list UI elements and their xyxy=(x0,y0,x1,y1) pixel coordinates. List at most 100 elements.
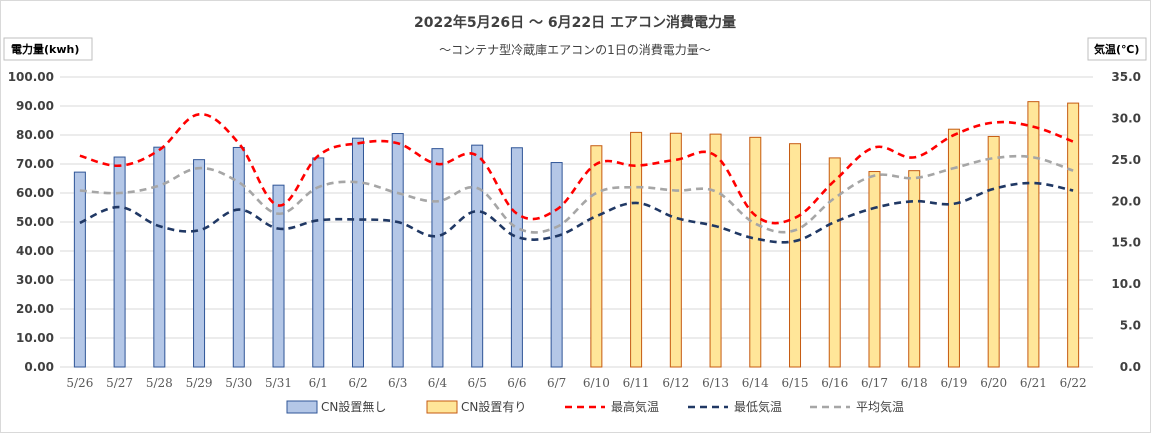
right-tick-label: 0.0 xyxy=(1120,360,1141,374)
right-tick-label: 30.0 xyxy=(1111,111,1141,125)
temperature-lines xyxy=(79,112,1074,244)
line-min-temp xyxy=(79,181,1074,244)
bar-cn-none xyxy=(351,137,364,368)
bar-cn-none xyxy=(312,157,325,368)
legend-avg-temp-label: 平均気温 xyxy=(856,399,904,414)
bar-cn-installed xyxy=(947,128,960,368)
left-tick-label: 30.00 xyxy=(16,273,54,287)
left-axis-ticks: 0.00 10.00 20.00 30.00 40.00 50.00 60.00 70.00 8… xyxy=(8,70,54,374)
bar-cn-installed xyxy=(630,131,643,368)
bar-cn-installed xyxy=(1027,101,1040,368)
category-tick-label: 6/11 xyxy=(623,376,650,390)
legend-cn-none-label: CN設置無し xyxy=(321,399,386,414)
right-axis-ticks: 0.0 5.0 10.0 15.0 20.0 25.0 30.0 35.0 xyxy=(1111,70,1141,374)
left-axis-label-box: 電力量(kwh) xyxy=(3,37,93,61)
legend-cn-installed-swatch xyxy=(426,400,458,414)
category-tick-label: 6/15 xyxy=(782,376,809,390)
category-tick-label: 5/26 xyxy=(66,376,93,390)
bars xyxy=(73,101,1080,368)
bar-cn-installed xyxy=(749,136,762,368)
category-tick-label: 6/19 xyxy=(940,376,967,390)
chart-subtitle: ～コンテナ型冷蔵庫エアコンの1日の消費電力量～ xyxy=(439,42,711,57)
left-axis-label-frame xyxy=(3,37,93,61)
legend-min-temp-label: 最低気温 xyxy=(734,399,782,414)
category-tick-label: 5/28 xyxy=(146,376,173,390)
legend-cn-none: CN設置無し xyxy=(286,399,386,414)
category-tick-label: 6/12 xyxy=(662,376,689,390)
category-tick-label: 6/18 xyxy=(901,376,928,390)
bar-cn-installed xyxy=(868,171,881,368)
category-tick-label: 6/20 xyxy=(980,376,1007,390)
bar-cn-installed xyxy=(828,157,841,368)
gridlines xyxy=(60,76,1093,368)
bar-cn-none xyxy=(153,146,166,368)
bar-cn-none xyxy=(193,159,206,368)
category-tick-label: 5/30 xyxy=(225,376,252,390)
bar-cn-installed xyxy=(709,133,722,368)
category-tick-label: 6/2 xyxy=(348,376,367,390)
bar-cn-installed xyxy=(987,135,1000,368)
category-tick-label: 6/16 xyxy=(821,376,848,390)
bar-cn-installed xyxy=(669,132,682,368)
left-tick-label: 60.00 xyxy=(16,186,54,200)
right-tick-label: 10.0 xyxy=(1111,277,1141,291)
left-tick-label: 0.00 xyxy=(24,360,54,374)
category-tick-label: 5/29 xyxy=(186,376,213,390)
legend-max-temp: 最高気温 xyxy=(565,399,659,414)
left-tick-label: 90.00 xyxy=(16,99,54,113)
left-tick-label: 50.00 xyxy=(16,215,54,229)
right-tick-label: 5.0 xyxy=(1120,319,1141,333)
category-tick-label: 6/14 xyxy=(742,376,769,390)
category-tick-label: 6/5 xyxy=(468,376,487,390)
legend: CN設置無し CN設置有り 最高気温 最低気温 平均気温 xyxy=(286,399,904,414)
right-tick-label: 25.0 xyxy=(1111,153,1141,167)
right-tick-label: 35.0 xyxy=(1111,70,1141,84)
left-tick-label: 20.00 xyxy=(16,302,54,316)
bar-cn-none xyxy=(391,133,404,368)
legend-cn-installed: CN設置有り xyxy=(426,399,526,414)
category-tick-label: 5/27 xyxy=(106,376,133,390)
bar-cn-none xyxy=(431,148,444,368)
right-tick-label: 15.0 xyxy=(1111,236,1141,250)
category-tick-label: 6/10 xyxy=(583,376,610,390)
bar-cn-none xyxy=(232,146,245,368)
left-tick-label: 80.00 xyxy=(16,128,54,142)
right-axis-label-frame xyxy=(1087,37,1147,61)
bar-cn-none xyxy=(550,162,563,368)
category-tick-label: 6/17 xyxy=(861,376,888,390)
bar-cn-none xyxy=(113,156,126,368)
left-tick-label: 10.00 xyxy=(16,331,54,345)
right-axis-label: 気温(℃) xyxy=(1094,42,1139,56)
bar-cn-installed xyxy=(590,145,603,368)
left-tick-label: 70.00 xyxy=(16,157,54,171)
bar-cn-installed xyxy=(1067,102,1080,368)
category-tick-label: 6/3 xyxy=(388,376,407,390)
legend-min-temp: 最低気温 xyxy=(688,399,782,414)
legend-cn-installed-label: CN設置有り xyxy=(461,399,526,414)
left-tick-label: 100.00 xyxy=(8,70,54,84)
legend-max-temp-label: 最高気温 xyxy=(611,399,659,414)
left-axis-label: 電力量(kwh) xyxy=(11,42,79,56)
bar-cn-none xyxy=(471,144,484,368)
category-axis-ticks: 5/26 5/27 5/28 5/29 5/30 5/31 6/1 6/2 6/3 6/4 6/5 6… xyxy=(66,376,1086,390)
right-tick-label: 20.0 xyxy=(1111,194,1141,208)
chart-title: 2022年5月26日 ～ 6月22日 エアコン消費電力量 xyxy=(414,14,736,31)
category-tick-label: 5/31 xyxy=(265,376,292,390)
category-tick-label: 6/21 xyxy=(1020,376,1047,390)
bar-cn-none xyxy=(73,171,86,368)
left-tick-label: 40.00 xyxy=(16,244,54,258)
bar-cn-none xyxy=(510,147,523,368)
category-tick-label: 6/6 xyxy=(507,376,526,390)
right-axis-label-box: 気温(℃) xyxy=(1087,37,1147,61)
category-tick-label: 6/22 xyxy=(1060,376,1087,390)
legend-avg-temp: 平均気温 xyxy=(810,399,904,414)
category-tick-label: 6/7 xyxy=(547,376,566,390)
category-tick-label: 6/1 xyxy=(309,376,328,390)
legend-cn-none-swatch xyxy=(286,400,318,414)
category-tick-label: 6/13 xyxy=(702,376,729,390)
line-avg-temp xyxy=(79,154,1074,234)
bar-cn-installed xyxy=(789,143,802,368)
